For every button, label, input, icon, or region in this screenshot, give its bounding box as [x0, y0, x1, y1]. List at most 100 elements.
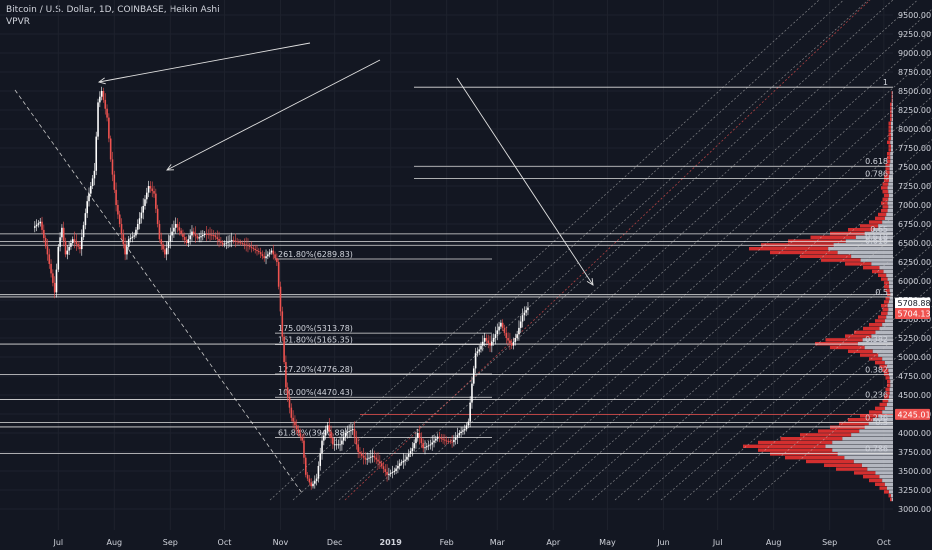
- price-tick-label: 6500.00: [898, 239, 931, 248]
- candle-body: [480, 345, 482, 350]
- downtrend-line: [14, 89, 303, 494]
- extension-label: 161.80%(5165.35): [278, 335, 353, 344]
- candle-body: [115, 189, 117, 205]
- volume-bar-buy: [891, 117, 893, 122]
- candle-body: [505, 332, 508, 338]
- volume-bar-buy: [828, 247, 893, 251]
- volume-bar-sell: [887, 155, 891, 160]
- volume-bar-buy: [887, 277, 893, 281]
- price-tick-label: 8250.00: [898, 106, 931, 115]
- volume-bar-sell: [888, 125, 891, 129]
- volume-bar-sell: [818, 429, 860, 433]
- candle-body: [97, 102, 99, 137]
- volume-bar-sell: [882, 182, 889, 186]
- price-axis[interactable]: 3000.003250.003500.003750.004000.004250.…: [898, 11, 931, 514]
- candle-body: [344, 433, 347, 437]
- candle-body: [108, 117, 110, 139]
- candle-body: [70, 243, 72, 247]
- volume-bar-buy: [888, 193, 893, 198]
- candle-body: [192, 231, 195, 234]
- candles: [34, 86, 529, 490]
- candle-body: [310, 482, 312, 487]
- volume-bar-buy: [886, 486, 893, 490]
- candle-body: [34, 226, 36, 228]
- volume-bar-buy: [888, 300, 893, 304]
- fan-line: [476, 96, 932, 501]
- candle-body: [169, 235, 172, 242]
- volume-bar-sell: [743, 444, 826, 448]
- candle-body: [198, 237, 200, 239]
- candle-body: [288, 397, 291, 408]
- fib-level-label: 1: [883, 78, 888, 87]
- volume-bar-buy: [851, 433, 893, 437]
- volume-bar-sell: [888, 129, 891, 133]
- volume-bar-buy: [886, 364, 893, 369]
- volume-bar-sell: [885, 163, 890, 167]
- volume-bar-buy: [890, 380, 893, 384]
- candle-body: [518, 327, 520, 335]
- candle-body: [185, 239, 188, 243]
- candle-body: [66, 250, 69, 255]
- candle-body: [377, 459, 379, 462]
- candle-body: [449, 441, 452, 443]
- candle-body: [86, 201, 88, 214]
- candle-body: [460, 431, 462, 433]
- volume-bar-sell: [881, 311, 888, 315]
- candle-body: [301, 436, 303, 441]
- price-tag-bg: [895, 297, 930, 309]
- volume-bar-buy: [887, 186, 893, 190]
- time-tick-label: Oct: [218, 538, 232, 547]
- candle-body: [211, 234, 213, 236]
- candle-body: [182, 233, 184, 237]
- candle-body: [395, 468, 397, 471]
- time-tick-label: Jul: [52, 538, 63, 547]
- volume-bar-buy: [890, 155, 893, 160]
- candle-body: [442, 438, 444, 440]
- volume-bar-buy: [875, 330, 893, 334]
- volume-bar-buy: [888, 368, 893, 372]
- volume-bar-buy: [889, 376, 893, 380]
- candle-body: [306, 474, 309, 479]
- price-tick-label: 6750.00: [898, 220, 931, 229]
- candle-body: [117, 205, 119, 215]
- time-axis[interactable]: Jul Aug Sep Oct Nov Dec 2019 Feb Mar Apr May Jun Jul…: [52, 538, 890, 547]
- volume-bar-sell: [800, 433, 852, 437]
- fan-line: [430, 52, 932, 501]
- fib-level-label: 0.618: [865, 157, 888, 166]
- price-tick-label: 3500.00: [898, 467, 931, 476]
- volume-bar-buy: [878, 353, 893, 357]
- volume-bar-buy: [872, 228, 893, 232]
- candle-body: [53, 282, 56, 293]
- volume-bar-buy: [888, 197, 893, 201]
- candle-body: [453, 439, 455, 443]
- volume-bar-sell: [885, 288, 890, 293]
- candle-body: [274, 254, 276, 259]
- candle-body: [196, 236, 199, 239]
- price-tag-bg: [895, 307, 930, 319]
- candle-body: [404, 459, 406, 461]
- candle-body: [138, 218, 141, 224]
- candle-body: [178, 227, 181, 231]
- candle-body: [388, 473, 390, 475]
- volume-bar-sell: [875, 361, 885, 365]
- fan-line: [384, 8, 932, 501]
- volume-bar-buy: [888, 285, 893, 289]
- annotation-arrows: [97, 42, 594, 286]
- candle-body: [373, 455, 376, 458]
- fan-line: [315, 0, 869, 501]
- volume-bar-buy: [886, 402, 893, 407]
- volume-bar-sell: [885, 296, 890, 300]
- candle-body: [415, 438, 417, 444]
- volume-bar-buy: [872, 418, 893, 422]
- volume-bar-buy: [884, 482, 893, 486]
- candle-body: [37, 223, 40, 225]
- volume-bar-buy: [860, 258, 893, 262]
- candle-body: [503, 327, 506, 333]
- candle-body: [104, 99, 107, 109]
- candle-body: [156, 208, 159, 224]
- arrow-head: [166, 164, 175, 171]
- price-tick-label: 8000.00: [898, 125, 931, 134]
- volume-bar-sell: [854, 471, 876, 475]
- candle-body: [82, 225, 85, 238]
